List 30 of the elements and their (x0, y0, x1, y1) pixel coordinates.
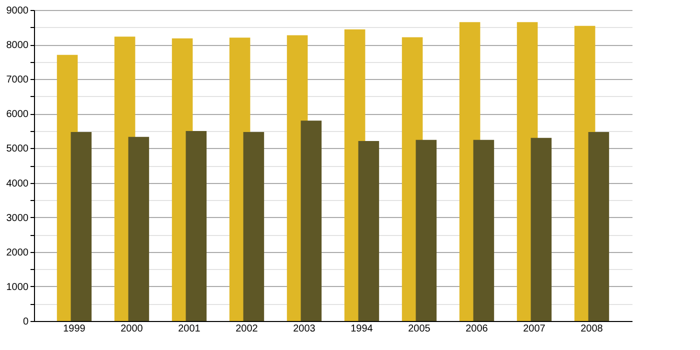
bar (128, 136, 150, 321)
bar (186, 130, 207, 321)
x-tick-label: 2000 (120, 324, 144, 334)
bar (358, 140, 380, 321)
bar (243, 132, 264, 321)
x-tick-label: 2001 (178, 324, 201, 334)
bar (70, 132, 92, 321)
y-tick-label: 6000 (6, 109, 29, 120)
x-tick-label: 2006 (466, 324, 488, 334)
x-tick-label: 1994 (350, 324, 374, 334)
y-tick-label: 7000 (6, 74, 29, 86)
x-tick-label: 1999 (63, 324, 86, 334)
y-tick-label: 1000 (6, 282, 29, 293)
y-tick-label: 0 (22, 316, 29, 328)
x-tick-label: 2002 (236, 324, 258, 334)
y-tick-label: 5000 (6, 144, 29, 155)
bar (416, 140, 437, 321)
x-tick-label: 2003 (293, 324, 316, 334)
y-tick-label: 9000 (6, 6, 29, 16)
y-tick-label: 8000 (6, 40, 29, 52)
x-tick-label: 2008 (580, 324, 604, 334)
x-tick-label: 2005 (408, 324, 431, 334)
bar (530, 138, 552, 321)
x-tick-label: 2007 (523, 324, 546, 334)
bar (473, 140, 494, 321)
y-tick-label: 4000 (6, 178, 29, 190)
y-tick-label: 2000 (6, 247, 29, 258)
bar (588, 132, 610, 321)
bar (300, 120, 322, 321)
y-tick-label: 3000 (6, 212, 29, 224)
